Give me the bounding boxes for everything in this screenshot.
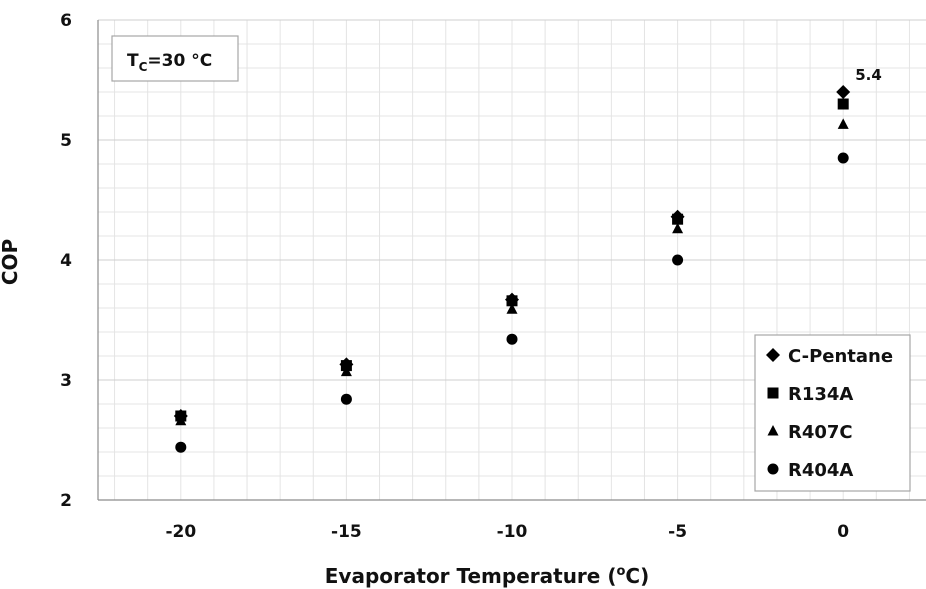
data-point — [672, 254, 684, 266]
series-r407c — [175, 118, 849, 426]
x-tick-label: 0 — [837, 522, 849, 542]
axes — [97, 20, 926, 501]
data-point — [836, 85, 851, 99]
y-tick-label: 2 — [60, 491, 72, 511]
x-tick-label: -15 — [331, 522, 362, 542]
data-point — [672, 222, 684, 234]
condition-symbol: T — [127, 51, 139, 71]
data-point — [173, 409, 188, 423]
legend: C-Pentane R134A R407C R404A — [754, 334, 911, 492]
y-tick-label: 3 — [60, 371, 72, 391]
data-point — [506, 333, 518, 345]
data-point — [505, 292, 519, 307]
legend-label: R134A — [788, 384, 853, 405]
data-point — [339, 357, 354, 372]
x-tick-label: -5 — [668, 522, 687, 542]
condition-box: TC=30 °C — [111, 35, 239, 82]
condition-label: TC=30 °C — [127, 51, 212, 74]
legend-label: C-Pentane — [788, 346, 893, 367]
legend-marker — [767, 387, 779, 399]
data-point — [837, 118, 849, 129]
data-point — [340, 393, 352, 405]
legend-label: R404A — [788, 460, 853, 481]
legend-marker — [767, 425, 779, 436]
data-point — [670, 209, 685, 224]
y-tick-label: 4 — [60, 251, 72, 271]
x-tick-label: -20 — [165, 522, 196, 542]
x-axis-title: Evaporator Temperature (oC) — [325, 564, 649, 588]
x-axis-title-sup: o — [616, 564, 625, 579]
x-tick-label: -10 — [497, 522, 528, 542]
data-markers — [173, 85, 851, 453]
x-axis-title-main: Evaporator Temperature ( — [325, 564, 617, 588]
y-axis-title: COP — [0, 239, 22, 285]
data-point — [175, 441, 187, 453]
x-axis-title-tail: C) — [625, 564, 649, 588]
annotation-max-label: 5.4 — [855, 66, 882, 84]
tick-labels: 2 3 4 5 6 -20 -15 -10 -5 0 — [60, 11, 849, 542]
condition-value: =30 °C — [147, 51, 212, 71]
series-c-pentane — [173, 85, 851, 423]
legend-label: R407C — [788, 422, 853, 443]
condition-subscript: C — [139, 60, 148, 74]
data-point — [506, 303, 518, 314]
data-point — [837, 152, 849, 164]
y-tick-label: 5 — [60, 131, 72, 151]
y-tick-label: 6 — [60, 11, 72, 31]
data-point — [837, 98, 849, 110]
legend-marker — [767, 463, 779, 475]
series-r404a — [175, 152, 849, 453]
legend-marker — [766, 348, 780, 362]
